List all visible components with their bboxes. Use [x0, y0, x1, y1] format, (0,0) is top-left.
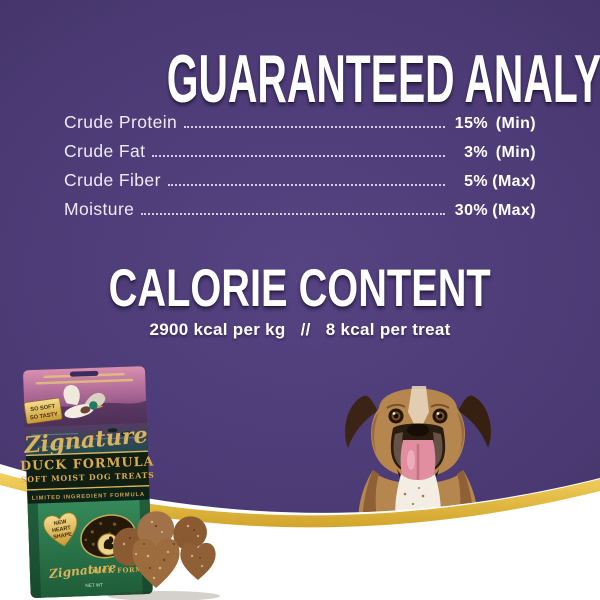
heart-badge-line1: NEW: [53, 519, 67, 527]
bag-net-weight: NET WT: [85, 582, 103, 588]
row-label: Crude Fiber: [64, 170, 161, 190]
dot-leader: [184, 126, 445, 128]
dog-body-shade-left: [362, 470, 379, 523]
table-row: Crude Fat 3% (Min): [64, 141, 536, 170]
bag-title-band: [25, 451, 150, 490]
dog-brow-right: [430, 403, 450, 409]
heart-badge-line2: HEART: [52, 525, 72, 534]
row-value: 15%: [454, 115, 488, 132]
treats-pile: [108, 511, 220, 600]
dog-ear-right: [458, 395, 491, 448]
row-label: Crude Protein: [64, 112, 178, 132]
bag-footer-formula: DUCK FORMULA: [89, 565, 161, 576]
row-value: 3%: [464, 144, 488, 161]
bag-scene-water-streaks: [31, 433, 140, 448]
kcal-per-treat: 8 kcal per treat: [325, 320, 451, 339]
treats-shadow: [108, 591, 220, 600]
so-soft-so-tasty-badge: SO SOFT SO TASTY: [24, 397, 63, 425]
table-row: Crude Protein 15% (Min): [64, 112, 536, 141]
dog-pupil-left: [393, 413, 399, 419]
dog-head-shading-right: [457, 412, 465, 454]
row-limit: (Min): [495, 115, 536, 132]
bag-formula-title: DUCK FORMULA: [20, 454, 155, 474]
dog-head-shading-left: [371, 412, 379, 454]
ribbon-line2: SO TASTY: [30, 412, 59, 422]
treat-chunk: [173, 516, 207, 550]
dot-leader: [167, 184, 445, 186]
row-limit: (Min): [495, 144, 536, 161]
dog-nose: [407, 423, 429, 437]
row-limit: (Max): [492, 173, 536, 190]
dog-tongue-highlight: [407, 450, 415, 470]
table-row: Moisture 30% (Max): [64, 199, 536, 228]
bag-limited-text: LIMITED INGREDIENT FORMULA: [32, 492, 145, 502]
dog-ear-left: [345, 395, 378, 448]
dog-pupil-right: [437, 413, 443, 419]
row-limit: (Max): [492, 202, 536, 219]
guaranteed-analysis-title: GUARANTEED ANALYSIS: [0, 40, 600, 118]
row-label: Crude Fat: [64, 141, 146, 161]
heart-badge-line3: SHAPE: [53, 532, 73, 541]
bag-gold-trim-mid: [27, 485, 150, 491]
dog-brow-left: [386, 403, 406, 409]
bag-fineprint-line: [35, 378, 134, 385]
duck-illustration: [63, 384, 106, 419]
guaranteed-analysis-title-text: GUARANTEED ANALYSIS: [166, 41, 600, 117]
row-value: 30%: [454, 202, 488, 219]
treat-heart: [180, 542, 216, 580]
dog-eye-glint-right: [436, 412, 440, 415]
ribbon-line1: SO SOFT: [30, 404, 56, 413]
dog-blaze: [408, 386, 429, 426]
bag-scene-duck-silhouettes: [107, 428, 134, 437]
bag-limited-band: [27, 486, 150, 504]
treat-chunk: [137, 511, 175, 546]
treat-speckles-light: [122, 520, 204, 580]
bag-gusset-left: [27, 503, 42, 598]
new-heart-shape-badge: NEW HEART SHAPE: [43, 512, 78, 547]
kcal-per-kg: 2900 kcal per kg: [149, 320, 286, 339]
bag-gold-trim-top: [25, 450, 148, 457]
calorie-content-title: CALORIE CONTENT: [0, 258, 600, 319]
logo-duck-silhouette: [103, 536, 114, 550]
bag-hang-slot: [69, 370, 99, 377]
row-label: Moisture: [64, 199, 135, 219]
dot-leader: [152, 155, 445, 157]
calorie-content-title-text: CALORIE CONTENT: [108, 259, 492, 318]
treat-speckles-dark: [128, 524, 201, 570]
dot-leader: [141, 213, 445, 215]
dog-eye-glint-left: [392, 412, 396, 415]
guaranteed-analysis-table: Crude Protein 15% (Min) Crude Fat 3% (Mi…: [64, 112, 536, 228]
treat-heart: [132, 538, 180, 588]
calorie-values-line: 2900 kcal per kg // 8 kcal per treat: [0, 320, 600, 340]
table-row: Crude Fiber 5% (Max): [64, 170, 536, 199]
slash-separator: //: [300, 320, 311, 339]
row-value: 5%: [464, 173, 488, 190]
